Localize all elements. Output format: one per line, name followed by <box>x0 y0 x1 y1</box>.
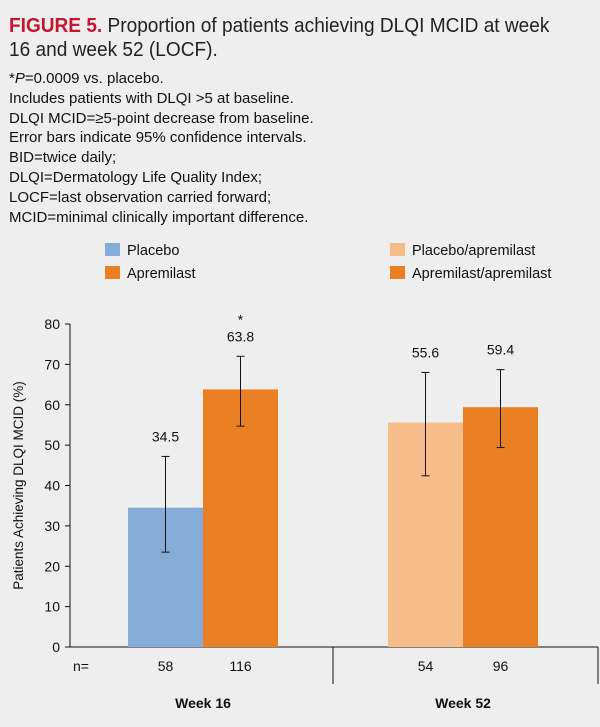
legend-label: Placebo <box>127 243 179 259</box>
legend-swatch <box>105 266 120 279</box>
figure-notes: *P=0.0009 vs. placebo. Includes patients… <box>9 69 314 227</box>
n-label: n= <box>73 658 89 674</box>
legend-swatch <box>390 243 405 256</box>
y-tick-label: 40 <box>44 478 60 494</box>
legend-swatch <box>105 243 120 256</box>
y-tick-label: 50 <box>44 437 60 453</box>
legend-label: Apremilast <box>127 266 196 282</box>
n-value: 58 <box>158 658 174 674</box>
figure-title: FIGURE 5. Proportion of patients achievi… <box>9 14 553 62</box>
legend-swatch <box>390 266 405 279</box>
y-tick-label: 80 <box>44 316 60 332</box>
y-tick-label: 60 <box>44 397 60 413</box>
figure-label: FIGURE 5. <box>9 14 103 37</box>
significance-marker: * <box>238 311 244 327</box>
y-tick-label: 70 <box>44 356 60 372</box>
note-line: DLQI MCID=≥5-point decrease from baselin… <box>9 109 314 127</box>
y-tick-label: 0 <box>52 639 60 655</box>
y-tick-label: 30 <box>44 518 60 534</box>
data-label: 34.5 <box>152 428 179 444</box>
note-line: MCID=minimal clinically important differ… <box>9 208 309 226</box>
y-tick-label: 20 <box>44 558 60 574</box>
data-label: 63.8 <box>227 328 254 344</box>
note-significance-rest: =0.0009 vs. placebo. <box>24 70 164 87</box>
group-label: Week 52 <box>435 695 491 711</box>
bar <box>203 389 278 647</box>
y-tick-label: 10 <box>44 599 60 615</box>
note-line: DLQI=Dermatology Life Quality Index; <box>9 168 263 186</box>
note-line: LOCF=last observation carried forward; <box>9 188 272 206</box>
note-line: Error bars indicate 95% confidence inter… <box>9 129 307 147</box>
note-significance-symbol: * <box>9 70 15 87</box>
note-significance-p: P <box>14 70 25 87</box>
figure-title-text: Proportion of patients achieving DLQI MC… <box>9 14 550 61</box>
note-significance: *P=0.0009 vs. placebo. <box>9 69 314 89</box>
n-value: 116 <box>229 658 252 674</box>
note-line: Includes patients with DLQI >5 at baseli… <box>9 89 294 107</box>
n-value: 96 <box>493 658 509 674</box>
legend-label: Apremilast/apremilast <box>412 266 551 282</box>
legend-label: Placebo/apremilast <box>412 243 535 259</box>
y-axis-title: Patients Achieving DLQI MCID (%) <box>11 381 26 590</box>
data-label: 55.6 <box>412 344 439 360</box>
group-label: Week 16 <box>175 695 231 711</box>
n-value: 54 <box>418 658 434 674</box>
note-line: BID=twice daily; <box>9 149 117 167</box>
data-label: 59.4 <box>487 342 514 358</box>
